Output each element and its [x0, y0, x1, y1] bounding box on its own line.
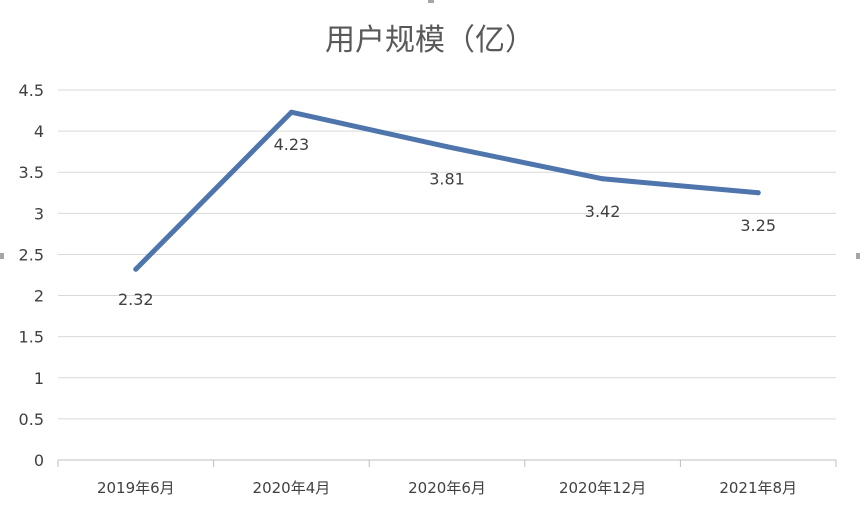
- data-label: 2.32: [118, 290, 154, 309]
- data-point: [288, 109, 294, 115]
- series-line-group: [133, 109, 761, 272]
- y-tick-label: 0.5: [19, 410, 44, 429]
- chart-frame-mark-right: [856, 253, 860, 259]
- x-tick-label: 2020年6月: [408, 479, 486, 497]
- y-tick-label: 4: [34, 122, 44, 141]
- x-tick-label: 2020年4月: [253, 479, 331, 497]
- y-tick-label: 1: [34, 369, 44, 388]
- y-tick-label: 2: [34, 287, 44, 306]
- data-labels: 2.32 4.23 3.81 3.42 3.25: [118, 135, 776, 309]
- series-line: [133, 109, 761, 272]
- data-point: [600, 176, 606, 182]
- x-tick-label: 2019年6月: [97, 479, 175, 497]
- x-axis: 2019年6月 2020年4月 2020年6月 2020年12月 2021年8月: [57, 459, 837, 497]
- chart-frame-mark-top: [428, 0, 434, 3]
- data-point: [444, 144, 450, 150]
- y-tick-label: 1.5: [19, 328, 44, 347]
- data-point: [755, 190, 761, 196]
- data-point: [133, 266, 139, 272]
- data-label: 3.81: [429, 170, 465, 189]
- y-tick-label: 0: [34, 451, 44, 470]
- y-axis-tick-labels: 0 0.5 1 1.5 2 2.5 3 3.5 4 4.5: [19, 81, 44, 470]
- y-tick-label: 4.5: [19, 81, 44, 100]
- chart-frame-mark-left: [0, 253, 4, 259]
- data-label: 4.23: [274, 135, 310, 154]
- y-tick-label: 2.5: [19, 245, 44, 264]
- chart-title: 用户规模（亿）: [325, 23, 535, 58]
- data-label: 3.25: [740, 216, 776, 235]
- x-tick-label: 2021年8月: [719, 479, 797, 497]
- grid-lines: [58, 89, 836, 420]
- y-tick-label: 3: [34, 204, 44, 223]
- x-tick-label: 2020年12月: [559, 479, 646, 497]
- data-label: 3.42: [585, 202, 621, 221]
- y-tick-label: 3.5: [19, 163, 44, 182]
